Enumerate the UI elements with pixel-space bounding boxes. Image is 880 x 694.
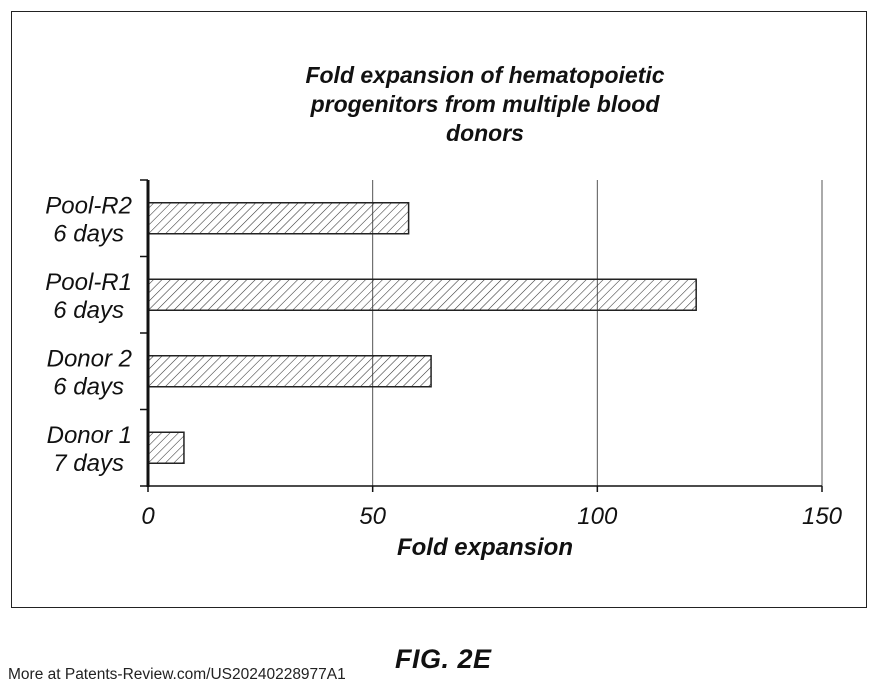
bar: [148, 279, 696, 310]
category-label-line1: Donor 1: [47, 422, 132, 449]
x-tick-label: 100: [577, 503, 618, 530]
bars: [148, 203, 696, 464]
bar: [148, 356, 431, 387]
x-tick-labels: 0 50 100 150: [141, 503, 842, 530]
category-label-line1: Pool-R1: [45, 269, 132, 296]
chart-title-line: Fold expansion of hematopoietic: [305, 62, 664, 88]
x-tick-label: 150: [802, 503, 843, 530]
bar: [148, 203, 409, 234]
x-tick-label: 0: [141, 503, 155, 530]
category-label-line2: 6 days: [53, 220, 124, 247]
chart-title: Fold expansion of hematopoietic progenito…: [305, 62, 664, 146]
chart-title-line: donors: [446, 120, 524, 146]
category-label-line2: 6 days: [53, 373, 124, 400]
x-tick-label: 50: [359, 503, 386, 530]
category-label-line2: 7 days: [53, 450, 124, 477]
footer-note: More at Patents-Review.com/US20240228977…: [8, 666, 346, 684]
category-labels: Pool-R26 daysPool-R16 daysDonor 26 daysD…: [45, 192, 132, 477]
chart-title-line: progenitors from multiple blood: [310, 91, 661, 117]
bar-chart: Fold expansion of hematopoietic progenito…: [0, 0, 880, 640]
category-label-line1: Pool-R2: [45, 192, 132, 219]
bar: [148, 432, 184, 463]
category-label-line1: Donor 2: [47, 345, 132, 372]
figure-label: FIG. 2E: [395, 644, 492, 675]
category-label-line2: 6 days: [53, 297, 124, 324]
x-axis-label: Fold expansion: [397, 534, 573, 561]
grid-lines: [373, 180, 822, 486]
